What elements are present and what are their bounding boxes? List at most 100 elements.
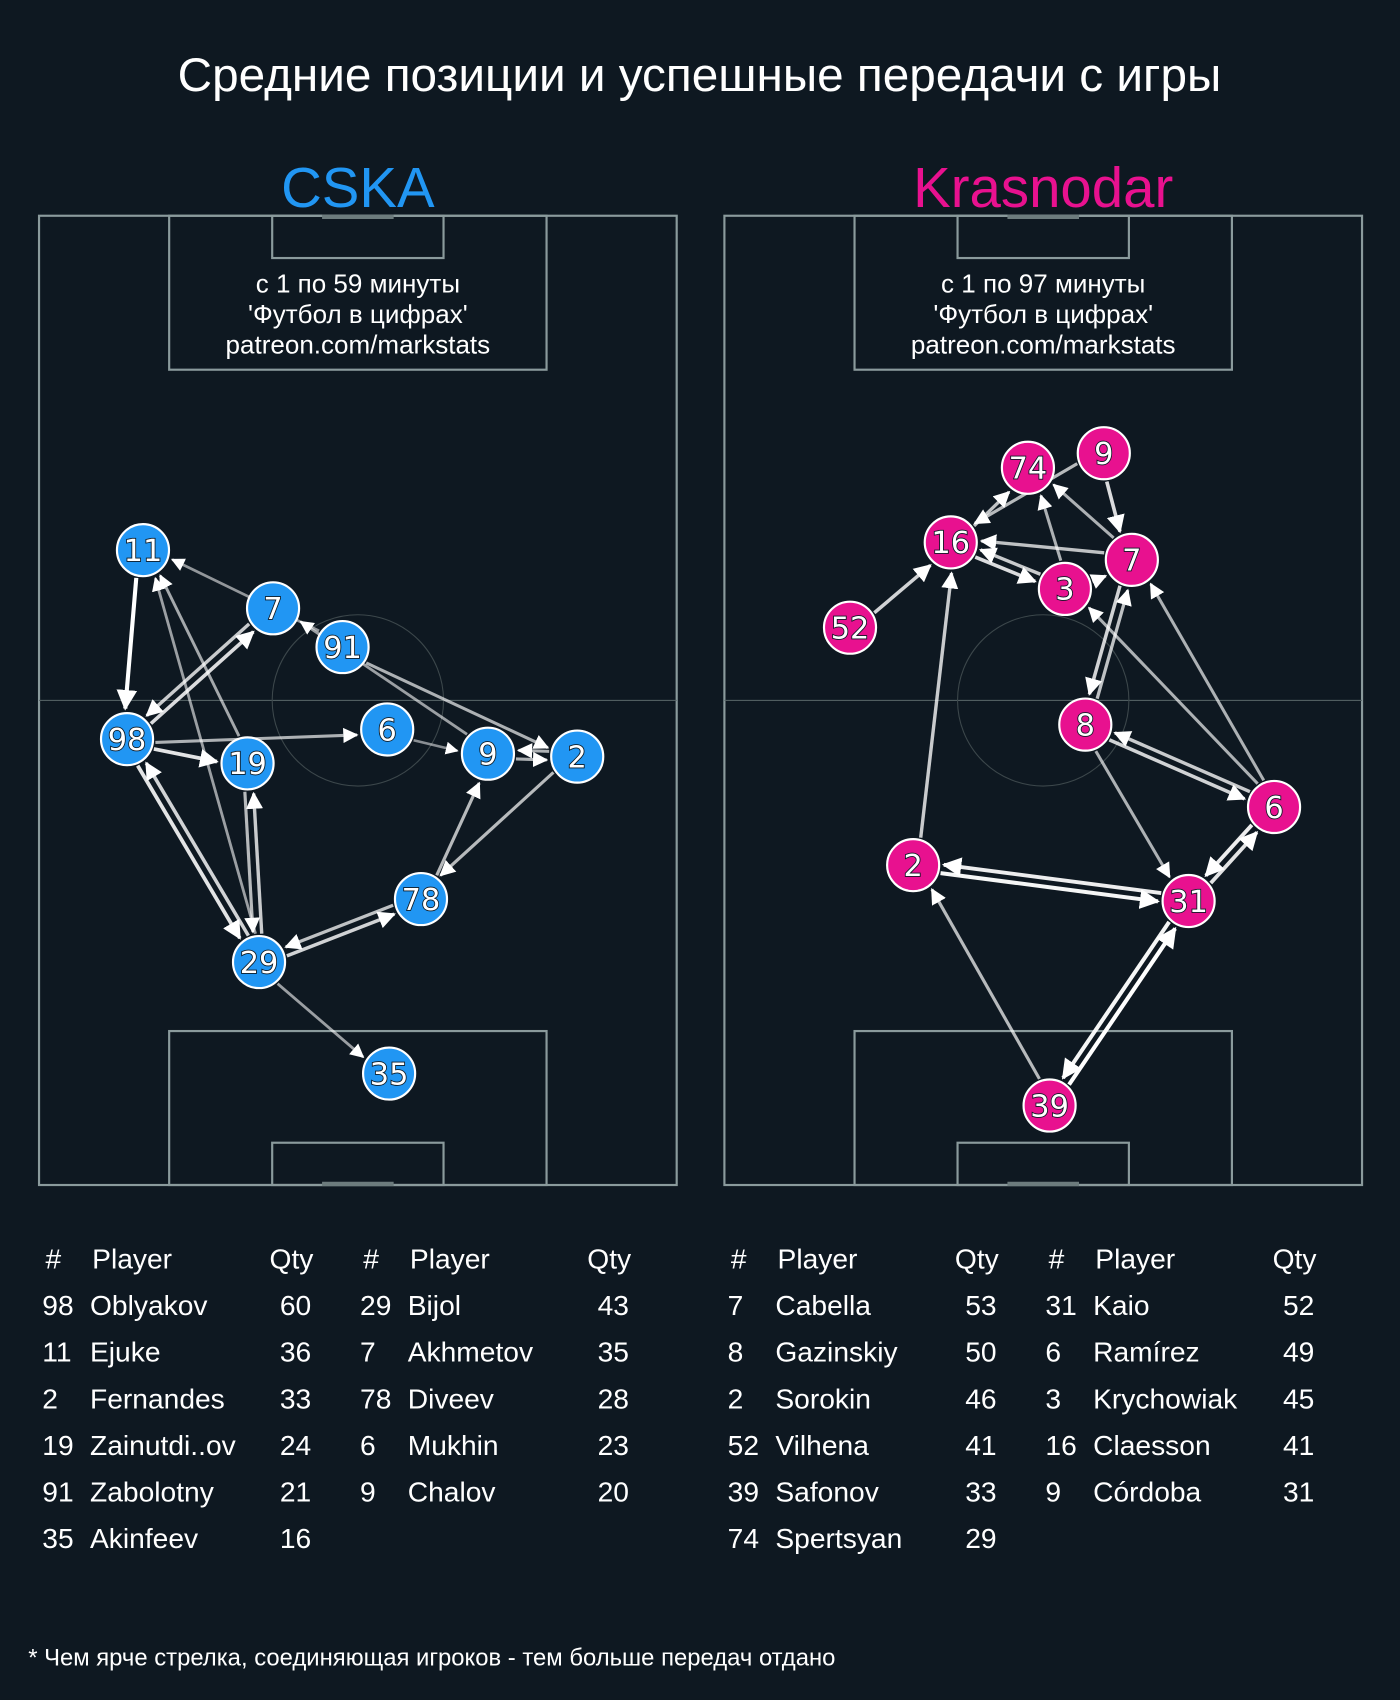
- player-number: 19: [228, 747, 267, 782]
- row-player: Akinfeev: [90, 1522, 198, 1554]
- player-node-3: 3: [1037, 561, 1093, 617]
- row-player: Oblyakov: [90, 1289, 208, 1321]
- table-row: 9 Chalov 20: [360, 1476, 629, 1508]
- player-marker: [1000, 440, 1056, 495]
- pass-arrow-8-to-31: [1094, 750, 1171, 879]
- pass-arrow-8-to-6: [1108, 738, 1247, 801]
- player-marker: [550, 729, 605, 784]
- row-qty: 33: [280, 1382, 311, 1414]
- pass-table-cska: # Player Qty 98 Oblyakov 60 11 Ejuke 36 2 Fernande…: [42, 1242, 632, 1554]
- table-row: 3 Krychowiak 45: [1045, 1382, 1314, 1414]
- player-node-2: 2: [550, 729, 605, 784]
- player-nodes-cska: 11 7 91 98 6 19 9 2 78 29 35: [99, 523, 605, 1101]
- row-player: Chalov: [408, 1476, 496, 1508]
- player-number: 3: [1055, 573, 1074, 608]
- player-marker: [220, 736, 275, 791]
- row-qty: 60: [280, 1289, 311, 1321]
- row-number: 2: [728, 1382, 744, 1414]
- player-node-7: 7: [245, 581, 301, 636]
- player-node-16: 16: [923, 515, 978, 570]
- pass-arrow-3-to-74: [1037, 494, 1063, 562]
- player-number: 35: [370, 1057, 409, 1092]
- player-number: 9: [478, 738, 497, 773]
- row-qty: 29: [965, 1522, 996, 1554]
- player-number: 16: [931, 526, 970, 561]
- player-marker: [393, 871, 449, 927]
- row-player: Diveev: [408, 1382, 494, 1414]
- player-node-98: 98: [99, 712, 155, 767]
- player-marker: [1022, 1078, 1077, 1133]
- pass-arrow-9-to-2: [515, 751, 549, 768]
- team-name-krasnodar: Krasnodar: [913, 156, 1173, 219]
- pitch-krasnodar: с 1 по 97 минуты'Футбол в цифрах'patreon…: [723, 214, 1364, 1187]
- info-line-3: patreon.com/markstats: [911, 329, 1176, 359]
- info-line-3: patreon.com/markstats: [226, 329, 491, 359]
- row-number: 7: [728, 1289, 744, 1321]
- info-line-2: 'Футбол в цифрах': [248, 299, 468, 329]
- info-line-1: с 1 по 97 минуты: [941, 269, 1145, 299]
- table-header-qty: Qty: [587, 1242, 632, 1274]
- row-qty: 43: [598, 1289, 629, 1321]
- pass-arrow-3-to-16: [978, 547, 1042, 576]
- player-number: 31: [1169, 885, 1208, 920]
- row-qty: 16: [280, 1522, 311, 1554]
- table-header-number: #: [363, 1242, 379, 1274]
- figure-title: Средние позиции и успешные передачи с иг…: [178, 49, 1222, 102]
- pass-arrows-krasnodar: [873, 462, 1266, 1086]
- bottom-six-yard-box: [956, 1141, 1130, 1187]
- table-row: 7 Cabella 53: [728, 1289, 997, 1321]
- table-row: 39 Safonov 33: [728, 1476, 997, 1508]
- row-player: Akhmetov: [408, 1336, 533, 1368]
- row-qty: 24: [280, 1429, 311, 1461]
- info-line-2: 'Футбол в цифрах': [933, 299, 1153, 329]
- player-marker: [460, 726, 516, 781]
- row-player: Zainutdi..ov: [90, 1429, 236, 1461]
- player-number: 11: [124, 534, 163, 569]
- pass-arrow-98-to-7: [149, 630, 255, 725]
- player-node-9: 9: [460, 726, 516, 781]
- row-number: 74: [728, 1522, 759, 1554]
- row-player: Zabolotny: [90, 1476, 215, 1508]
- player-number: 6: [1264, 791, 1283, 826]
- row-number: 9: [1045, 1476, 1061, 1508]
- row-player: Ramírez: [1093, 1336, 1200, 1368]
- row-number: 7: [360, 1336, 376, 1368]
- row-number: 8: [728, 1336, 744, 1368]
- player-marker: [1104, 532, 1159, 587]
- pass-arrow-29-to-35: [276, 982, 365, 1059]
- table-row: 6 Mukhin 23: [360, 1429, 629, 1461]
- player-number: 52: [831, 612, 870, 647]
- row-qty: 28: [598, 1382, 629, 1414]
- table-header-player: Player: [410, 1242, 490, 1274]
- player-marker: [1076, 426, 1131, 481]
- table-row: 52 Vilhena 41: [728, 1429, 997, 1461]
- row-qty: 45: [1283, 1382, 1314, 1414]
- player-node-6: 6: [360, 702, 415, 757]
- table-header-number: #: [46, 1242, 62, 1274]
- row-player: Sorokin: [775, 1382, 871, 1414]
- table-row: 19 Zainutdi..ov 24: [42, 1429, 311, 1461]
- player-number: 29: [240, 946, 279, 981]
- row-number: 35: [42, 1522, 73, 1554]
- table-row: 78 Diveev 28: [360, 1382, 629, 1414]
- pass-arrow-8-to-7: [1095, 588, 1132, 700]
- row-qty: 31: [1283, 1476, 1314, 1508]
- row-player: Córdoba: [1093, 1476, 1201, 1508]
- player-number: 39: [1030, 1089, 1069, 1124]
- table-header-qty: Qty: [955, 1242, 1000, 1274]
- pass-arrow-78-to-9: [435, 781, 481, 876]
- player-node-7: 7: [1104, 532, 1159, 587]
- pass-arrow-3-to-7: [1089, 574, 1108, 589]
- player-marker: [1161, 873, 1216, 929]
- pass-arrow-31-to-39: [1061, 920, 1171, 1080]
- player-node-31: 31: [1161, 873, 1216, 929]
- player-node-74: 74: [1000, 440, 1056, 495]
- top-six-yard-box: [271, 214, 445, 260]
- pass-arrow-29-to-98: [144, 761, 250, 937]
- pass-arrow-39-to-31: [1067, 926, 1177, 1086]
- row-number: 31: [1045, 1289, 1076, 1321]
- row-player: Spertsyan: [775, 1522, 902, 1554]
- table-row: 6 Ramírez 49: [1045, 1336, 1314, 1368]
- player-node-52: 52: [822, 600, 878, 655]
